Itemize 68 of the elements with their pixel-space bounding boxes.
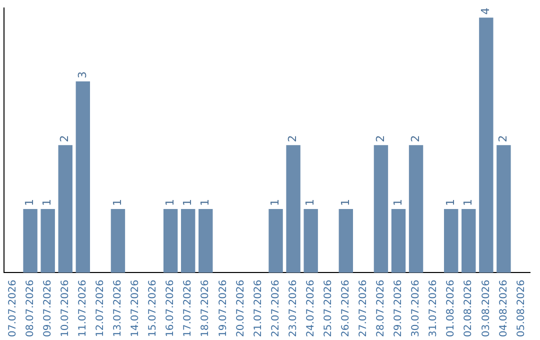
bar <box>374 145 388 273</box>
bar <box>479 18 494 273</box>
x-tick-label: 28.07.2026 <box>376 280 387 338</box>
x-tick-label: 18.07.2026 <box>200 280 212 338</box>
bar <box>444 208 458 273</box>
bar <box>110 208 126 273</box>
bar <box>198 208 213 273</box>
bar <box>181 208 196 273</box>
bar <box>462 208 476 273</box>
x-tick-label: 25.07.2026 <box>322 280 334 338</box>
bar <box>286 145 300 273</box>
bar <box>163 208 178 273</box>
data-label: 1 <box>110 198 124 206</box>
x-tick-label: 11.07.2026 <box>77 280 88 338</box>
data-label: 1 <box>268 198 282 206</box>
x-tick-label: 15.07.2026 <box>148 280 159 338</box>
x-tick-label: 19.07.2026 <box>218 280 229 338</box>
data-label: 1 <box>444 198 457 206</box>
data-label: 1 <box>23 198 36 206</box>
x-tick-label: 26.07.2026 <box>340 280 352 338</box>
x-tick-label: 03.08.2026 <box>480 280 492 338</box>
x-tick-label: 01.08.2026 <box>446 280 457 338</box>
x-tick-label: 30.07.2026 <box>410 280 422 338</box>
x-tick-label: 07.07.2026 <box>7 280 18 338</box>
data-label: 1 <box>180 198 194 206</box>
data-label: 2 <box>286 135 300 142</box>
x-tick-label: 10.07.2026 <box>60 280 71 338</box>
bar <box>338 208 353 273</box>
x-tick-label: 14.07.2026 <box>130 280 142 338</box>
bar <box>496 145 511 273</box>
x-tick-label: 02.08.2026 <box>463 280 474 338</box>
x-tick-label: 29.07.2026 <box>393 280 404 338</box>
data-label: 1 <box>163 198 176 206</box>
data-label: 2 <box>496 135 510 142</box>
data-label: 1 <box>461 198 474 206</box>
data-label: 1 <box>391 198 404 206</box>
bar <box>391 208 406 273</box>
bar <box>40 208 55 273</box>
x-tick-label: 20.07.2026 <box>235 280 246 338</box>
bar <box>408 145 424 273</box>
x-tick-label: 22.07.2026 <box>270 280 282 338</box>
x-tick-label: 12.07.2026 <box>95 280 106 338</box>
bar <box>58 145 72 273</box>
x-tick-label: 27.07.2026 <box>358 280 370 338</box>
data-label: 2 <box>58 135 72 142</box>
bar <box>304 208 318 273</box>
x-tick-label: 05.08.2026 <box>516 280 527 338</box>
data-label: 2 <box>408 135 422 142</box>
x-tick-label: 17.07.2026 <box>182 280 194 338</box>
data-label: 1 <box>338 198 352 206</box>
x-tick-label: 16.07.2026 <box>165 280 176 338</box>
bar <box>268 208 283 273</box>
x-tick-label: 31.07.2026 <box>428 280 440 338</box>
x-tick-label: 04.08.2026 <box>498 280 510 338</box>
data-label: 1 <box>40 198 54 206</box>
x-tick-label: 24.07.2026 <box>305 280 316 338</box>
bar <box>76 81 90 273</box>
bar <box>23 208 38 273</box>
data-label: 3 <box>76 71 89 78</box>
data-label: 1 <box>198 198 212 206</box>
x-tick-label: 13.07.2026 <box>112 280 124 338</box>
data-label: 1 <box>304 198 317 206</box>
x-tick-label: 08.07.2026 <box>24 280 36 338</box>
x-tick-label: 21.07.2026 <box>252 280 264 338</box>
x-tick-label: 23.07.2026 <box>288 280 299 338</box>
data-label: 4 <box>479 8 492 15</box>
x-tick-label: 09.07.2026 <box>42 280 54 338</box>
data-label: 2 <box>374 135 387 142</box>
